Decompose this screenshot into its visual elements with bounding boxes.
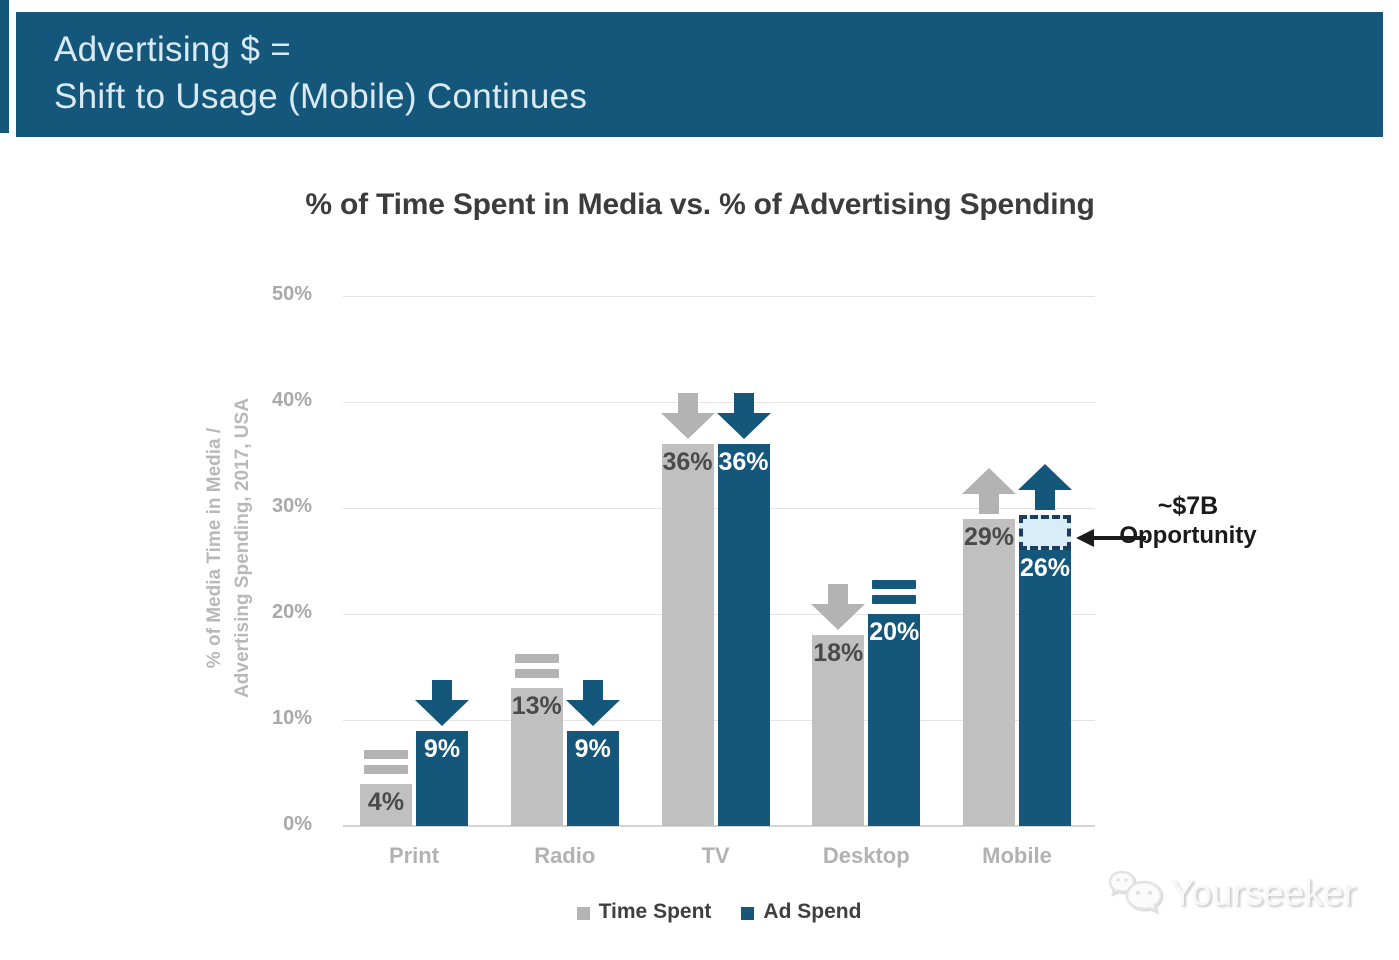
flat-strip bbox=[364, 749, 408, 759]
watermark-text: Yourseeker bbox=[1170, 872, 1356, 913]
bar-value-label: 36% bbox=[662, 448, 713, 477]
header-banner: Advertising $ = Shift to Usage (Mobile) … bbox=[16, 12, 1383, 137]
legend-item-ad-spend: Ad Spend bbox=[741, 900, 861, 924]
category-label-print: Print bbox=[388, 843, 440, 868]
trend-down-arrow-icon bbox=[716, 393, 771, 444]
banner-title-line1: Advertising $ = bbox=[54, 30, 291, 69]
flat-strip bbox=[364, 764, 408, 774]
banner-title-line2: Shift to Usage (Mobile) Continues bbox=[54, 77, 588, 116]
y-tick-10%: 10% bbox=[271, 707, 312, 729]
bar-value-label: 29% bbox=[963, 522, 1015, 551]
opportunity-annotation: ~$7B Opportunity bbox=[1118, 492, 1258, 550]
trend-down-arrow-icon bbox=[565, 679, 620, 731]
chart-title: % of Time Spent in Media vs. % of Advert… bbox=[305, 188, 1095, 221]
gridline-50% bbox=[343, 296, 1095, 297]
arrow-shaft bbox=[1090, 536, 1146, 540]
y-tick-40%: 40% bbox=[271, 389, 312, 411]
legend-label: Time Spent bbox=[598, 900, 712, 923]
trend-down-arrow-icon bbox=[660, 393, 715, 444]
chart-legend: Time Spent Ad Spend bbox=[343, 900, 1095, 924]
bar-mobile-ad-spend: 26% bbox=[1019, 550, 1071, 826]
y-tick-50%: 50% bbox=[271, 283, 312, 305]
y-tick-20%: 20% bbox=[271, 601, 312, 623]
category-label-desktop: Desktop bbox=[822, 843, 910, 868]
bar-print-ad-spend: 9% bbox=[416, 730, 468, 826]
flat-strip bbox=[514, 654, 559, 664]
category-label-mobile: Mobile bbox=[982, 843, 1052, 868]
bar-radio-ad-spend: 9% bbox=[566, 730, 619, 826]
legend-swatch bbox=[741, 906, 755, 920]
flat-strip bbox=[872, 580, 917, 589]
annotation-value: ~$7B bbox=[1157, 492, 1219, 520]
category-label-radio: Radio bbox=[534, 843, 596, 868]
y-tick-30%: 30% bbox=[271, 495, 312, 517]
legend-label: Ad Spend bbox=[763, 900, 862, 923]
annotation-arrow bbox=[1076, 529, 1150, 547]
bar-radio-time-spent: 13% bbox=[510, 688, 563, 826]
bar-value-label: 26% bbox=[1019, 554, 1071, 583]
bar-tv-time-spent: 36% bbox=[661, 444, 714, 826]
left-edge-accent bbox=[0, 0, 9, 133]
trend-flat-icon bbox=[872, 580, 917, 604]
bar-print-time-spent: 4% bbox=[360, 783, 412, 826]
arrow-head-left-icon bbox=[1076, 529, 1094, 547]
bar-desktop-ad-spend: 20% bbox=[868, 614, 921, 826]
y-tick-0%: 0% bbox=[283, 813, 312, 835]
gridline-40% bbox=[343, 402, 1095, 403]
bar-value-label: 9% bbox=[423, 734, 461, 763]
trend-flat-icon bbox=[514, 654, 559, 679]
trend-up-arrow-icon bbox=[1018, 464, 1072, 515]
bar-desktop-time-spent: 18% bbox=[812, 635, 865, 826]
bar-tv-ad-spend: 36% bbox=[717, 444, 770, 826]
flat-strip bbox=[514, 669, 559, 679]
trend-down-arrow-icon bbox=[811, 584, 866, 635]
bar-value-label: 4% bbox=[367, 787, 405, 816]
trend-down-arrow-icon bbox=[415, 679, 469, 731]
bar-value-label: 9% bbox=[574, 734, 611, 763]
bar-value-label: 18% bbox=[813, 639, 864, 668]
trend-flat-icon bbox=[364, 749, 408, 774]
legend-swatch bbox=[576, 906, 590, 920]
bar-value-label: 36% bbox=[718, 448, 769, 477]
category-label-tv: TV bbox=[701, 843, 730, 868]
opportunity-dashed-box bbox=[1019, 515, 1071, 551]
flat-strip bbox=[872, 595, 917, 604]
trend-up-arrow-icon bbox=[962, 467, 1016, 519]
bar-mobile-time-spent: 29% bbox=[963, 518, 1015, 826]
x-axis-line bbox=[343, 825, 1095, 827]
legend-item-time-spent: Time Spent bbox=[576, 900, 712, 924]
bar-value-label: 13% bbox=[511, 692, 562, 721]
wechat-icon bbox=[1108, 870, 1163, 914]
annotation-label: Opportunity bbox=[1119, 522, 1257, 549]
bar-value-label: 20% bbox=[869, 618, 920, 646]
watermark: Yourseeker bbox=[1108, 868, 1356, 918]
